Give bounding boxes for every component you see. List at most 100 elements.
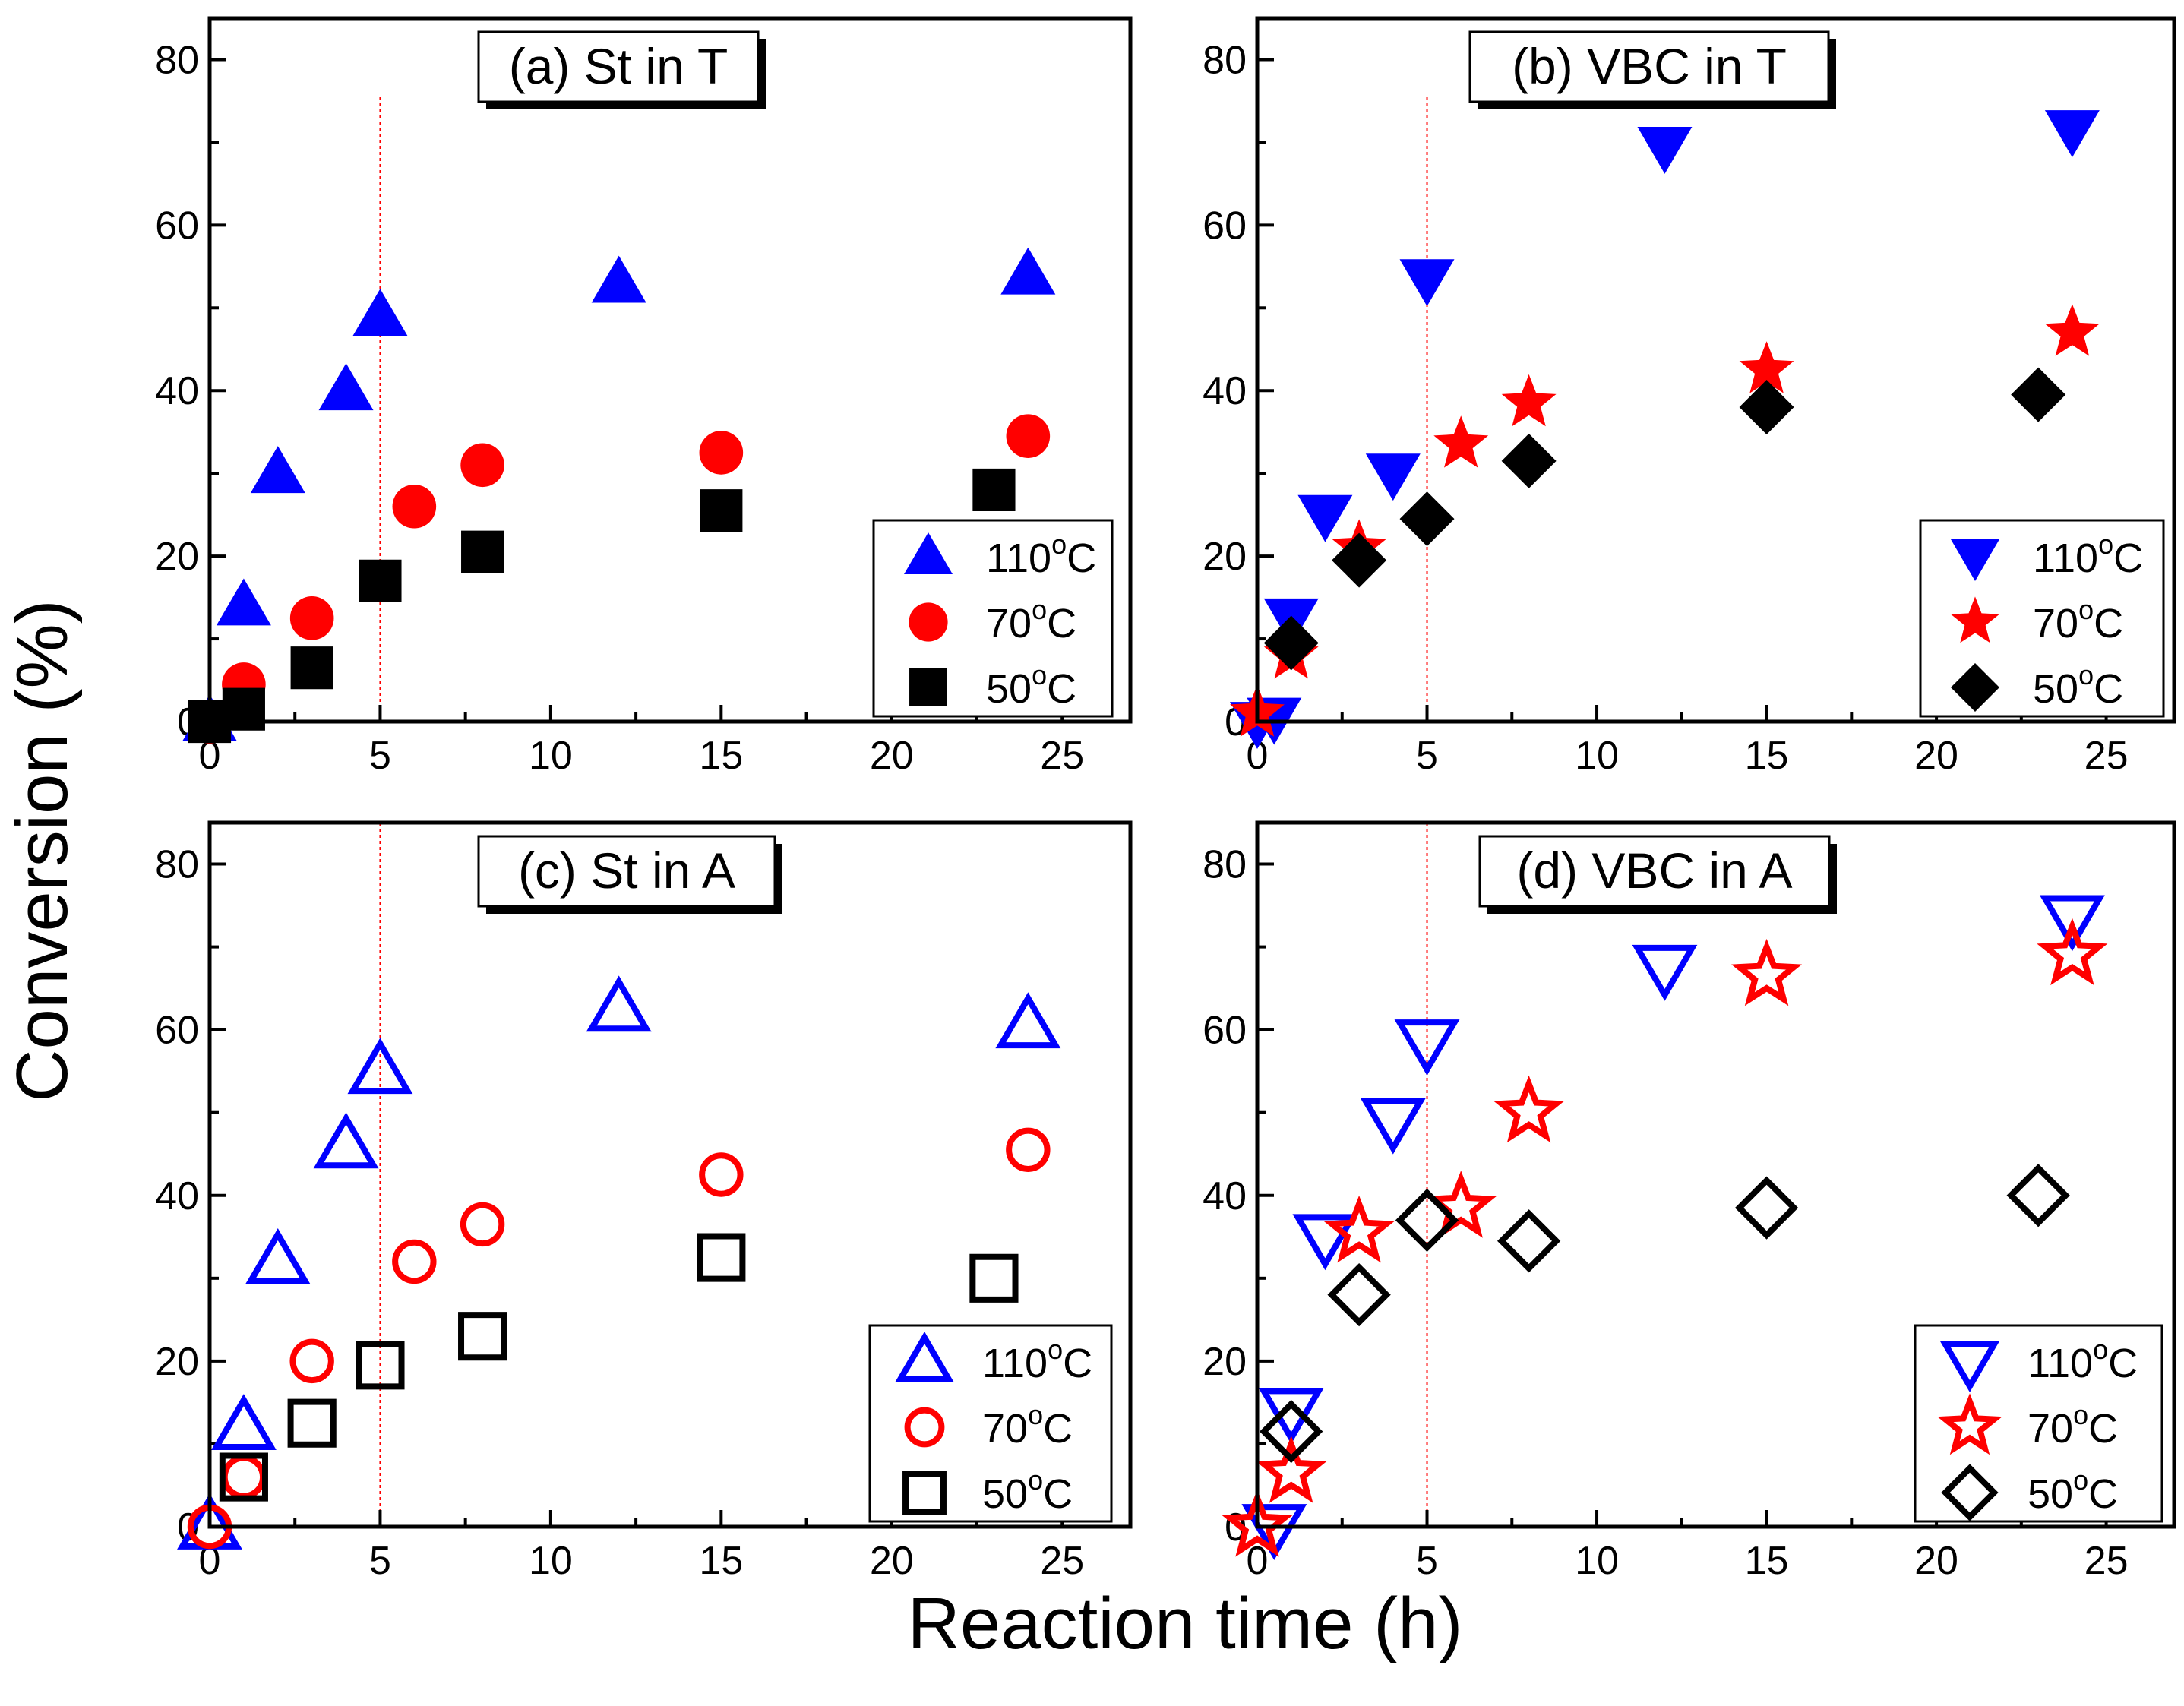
- data-point: [699, 1152, 744, 1197]
- data-point: [458, 1312, 507, 1361]
- panel-title-box: (d) VBC in A: [1478, 835, 1837, 914]
- data-point: [210, 1394, 277, 1451]
- data-point: [1734, 1176, 1799, 1240]
- legend-label: 70oC: [982, 1399, 1073, 1452]
- data-point: [1739, 341, 1794, 393]
- series-110: [177, 975, 1061, 1550]
- legend-item-110: 110oC: [895, 1332, 1092, 1386]
- y-tick-label: 20: [155, 535, 199, 579]
- x-tick-label: 10: [529, 734, 573, 778]
- data-point: [972, 468, 1016, 512]
- data-point: [461, 530, 504, 573]
- plot-frame: [207, 16, 1133, 724]
- panel-title-box: (a) St in T: [477, 30, 766, 109]
- data-point: [1006, 414, 1051, 458]
- y-tick-label: 60: [155, 204, 199, 248]
- data-point: [1632, 944, 1698, 1001]
- data-point: [216, 578, 271, 626]
- data-point: [318, 363, 374, 411]
- legend-item-50: 50oC: [909, 659, 1076, 712]
- data-point: [1241, 1504, 1307, 1560]
- legend-label: 70oC: [986, 594, 1076, 646]
- data-point: [460, 443, 504, 488]
- data-point: [290, 646, 333, 690]
- x-tick-label: 15: [699, 734, 743, 778]
- x-tick-label: 5: [369, 734, 391, 778]
- data-point: [289, 596, 334, 640]
- legend-marker: [909, 602, 948, 642]
- data-point: [359, 559, 402, 602]
- legend: 110oC 70oC 50oC: [868, 1324, 1113, 1523]
- data-point: [1394, 1019, 1460, 1076]
- data-point: [697, 1233, 746, 1282]
- data-point: [2011, 367, 2066, 422]
- data-point: [969, 1253, 1019, 1303]
- legend-marker: [909, 668, 947, 706]
- series-50: [1263, 367, 2066, 671]
- data-point: [245, 1228, 311, 1284]
- legend-label: 70oC: [2028, 1399, 2118, 1452]
- data-point: [356, 1341, 405, 1390]
- y-tick-label: 20: [155, 1340, 199, 1384]
- data-point: [1433, 415, 1489, 468]
- series-50: [188, 468, 1016, 744]
- x-tick-label: 25: [1040, 1539, 1084, 1583]
- data-point: [1493, 1075, 1565, 1143]
- x-tick-label: 5: [1416, 1539, 1438, 1583]
- legend-item-110: 110oC: [904, 529, 1096, 581]
- y-tick-label: 20: [1203, 1340, 1247, 1384]
- series-50: [219, 1233, 1019, 1502]
- legend-label: 50oC: [986, 659, 1076, 712]
- panel-title: (c) St in A: [518, 842, 735, 899]
- x-tick-label: 20: [870, 1539, 914, 1583]
- x-axis-title: Reaction time (h): [908, 1583, 1463, 1664]
- plot-frame: [1255, 16, 2176, 724]
- data-point: [1739, 380, 1794, 435]
- data-point: [1297, 494, 1353, 542]
- x-tick-label: 15: [1745, 1539, 1789, 1583]
- data-point: [1006, 1127, 1051, 1172]
- legend-label: 50oC: [2033, 659, 2123, 712]
- data-point: [1399, 259, 1455, 307]
- data-point: [699, 431, 744, 475]
- legend: 110oC 70oC 50oC: [872, 519, 1114, 718]
- data-point: [1258, 1388, 1324, 1445]
- legend-marker: [1941, 1464, 1999, 1521]
- data-point: [1360, 1098, 1426, 1155]
- panel-title: (b) VBC in T: [1512, 38, 1787, 94]
- data-point: [2039, 895, 2105, 952]
- data-point: [995, 992, 1061, 1049]
- x-tick-label: 20: [1914, 734, 1958, 778]
- data-point: [1327, 1262, 1391, 1327]
- data-point: [2044, 110, 2100, 158]
- series-70: [1222, 918, 2108, 1557]
- legend-label: 110oC: [2033, 529, 2143, 581]
- data-point: [392, 484, 437, 529]
- x-tick-label: 20: [870, 734, 914, 778]
- legend-item-50: 50oC: [1941, 1464, 2118, 1521]
- data-point: [287, 1398, 337, 1448]
- data-point: [1263, 615, 1319, 671]
- data-point: [1292, 1214, 1358, 1271]
- legend-item-110: 110oC: [1940, 1334, 2138, 1392]
- legend-marker: [904, 532, 953, 575]
- legend-marker: [1951, 663, 1999, 712]
- data-point: [221, 1455, 267, 1499]
- data-point: [1399, 491, 1455, 547]
- data-point: [1260, 1399, 1323, 1464]
- data-point: [1501, 374, 1557, 427]
- panel-title: (d) VBC in A: [1516, 842, 1792, 899]
- data-point: [1637, 126, 1693, 174]
- data-point: [586, 975, 652, 1032]
- data-point: [1395, 1188, 1459, 1253]
- series-50: [1260, 1164, 2070, 1464]
- y-tick-label: 60: [155, 1009, 199, 1053]
- y-tick-label: 20: [1203, 535, 1247, 579]
- panel-title: (a) St in T: [509, 38, 729, 94]
- x-tick-label: 15: [699, 1539, 743, 1583]
- panel-title-box: (b) VBC in T: [1468, 30, 1836, 109]
- data-point: [2006, 1164, 2070, 1227]
